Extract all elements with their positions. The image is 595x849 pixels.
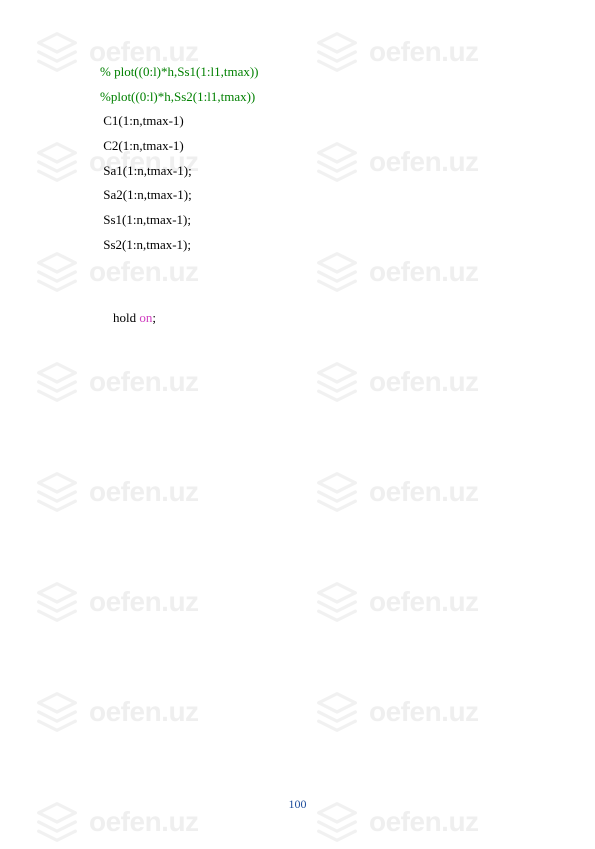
- hold-line: hold on;: [100, 282, 595, 356]
- spacer: [100, 258, 595, 282]
- layers-icon: [315, 800, 359, 844]
- watermark-text: oefen.uz: [369, 586, 479, 618]
- layers-icon: [35, 580, 79, 624]
- watermark-text: oefen.uz: [89, 806, 199, 838]
- code-line: Ss2(1:n,tmax-1);: [100, 233, 595, 258]
- hold-prefix: hold: [113, 310, 139, 325]
- watermark-text: oefen.uz: [89, 586, 199, 618]
- layers-icon: [315, 580, 359, 624]
- hold-keyword: on: [139, 310, 152, 325]
- watermark: oefen.uz: [35, 360, 199, 404]
- code-line: %plot((0:l)*h,Ss2(1:l1,tmax)): [100, 85, 595, 110]
- watermark: oefen.uz: [315, 690, 479, 734]
- code-block: % plot((0:l)*h,Ss1(1:l1,tmax))%plot((0:l…: [100, 60, 595, 258]
- watermark: oefen.uz: [315, 800, 479, 844]
- layers-icon: [315, 690, 359, 734]
- page-number: 100: [289, 797, 307, 812]
- watermark-text: oefen.uz: [369, 366, 479, 398]
- watermark: oefen.uz: [315, 470, 479, 514]
- hold-suffix: ;: [152, 310, 156, 325]
- watermark: oefen.uz: [35, 580, 199, 624]
- watermark-text: oefen.uz: [369, 696, 479, 728]
- code-line: Sa1(1:n,tmax-1);: [100, 159, 595, 184]
- watermark-text: oefen.uz: [89, 366, 199, 398]
- code-line: C1(1:n,tmax-1): [100, 109, 595, 134]
- layers-icon: [35, 360, 79, 404]
- layers-icon: [35, 800, 79, 844]
- layers-icon: [35, 690, 79, 734]
- watermark: oefen.uz: [35, 470, 199, 514]
- code-line: Ss1(1:n,tmax-1);: [100, 208, 595, 233]
- watermark-text: oefen.uz: [369, 806, 479, 838]
- layers-icon: [35, 470, 79, 514]
- watermark: oefen.uz: [35, 800, 199, 844]
- watermark: oefen.uz: [315, 580, 479, 624]
- layers-icon: [315, 470, 359, 514]
- layers-icon: [315, 360, 359, 404]
- watermark: oefen.uz: [35, 690, 199, 734]
- code-line: C2(1:n,tmax-1): [100, 134, 595, 159]
- watermark-text: oefen.uz: [369, 476, 479, 508]
- watermark-text: oefen.uz: [89, 476, 199, 508]
- watermark-text: oefen.uz: [89, 696, 199, 728]
- code-line: % plot((0:l)*h,Ss1(1:l1,tmax)): [100, 60, 595, 85]
- watermark: oefen.uz: [315, 360, 479, 404]
- code-content: % plot((0:l)*h,Ss1(1:l1,tmax))%plot((0:l…: [0, 0, 595, 356]
- code-line: Sa2(1:n,tmax-1);: [100, 183, 595, 208]
